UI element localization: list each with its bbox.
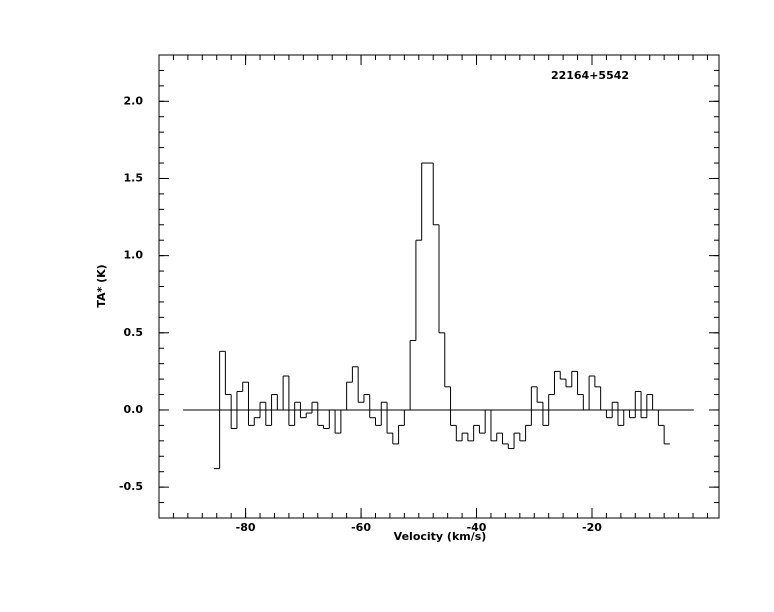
y-axis-label: TA* (K) <box>95 264 108 307</box>
y-tick-label: 1.0 <box>124 249 144 262</box>
y-tick-label: 0.0 <box>124 403 144 416</box>
chart-title: 22164+5542 <box>551 69 629 82</box>
x-tick-label: -40 <box>467 521 487 534</box>
y-tick-label: 0.5 <box>124 326 144 339</box>
x-axis-label: Velocity (km/s) <box>394 530 487 543</box>
y-tick-label: -0.5 <box>119 480 143 493</box>
x-tick-label: -20 <box>582 521 602 534</box>
y-tick-label: 1.5 <box>124 171 144 184</box>
y-tick-label: 2.0 <box>124 94 144 107</box>
spectrum-riser <box>219 163 665 469</box>
x-tick-label: -80 <box>236 521 256 534</box>
x-tick-label: -60 <box>351 521 371 534</box>
